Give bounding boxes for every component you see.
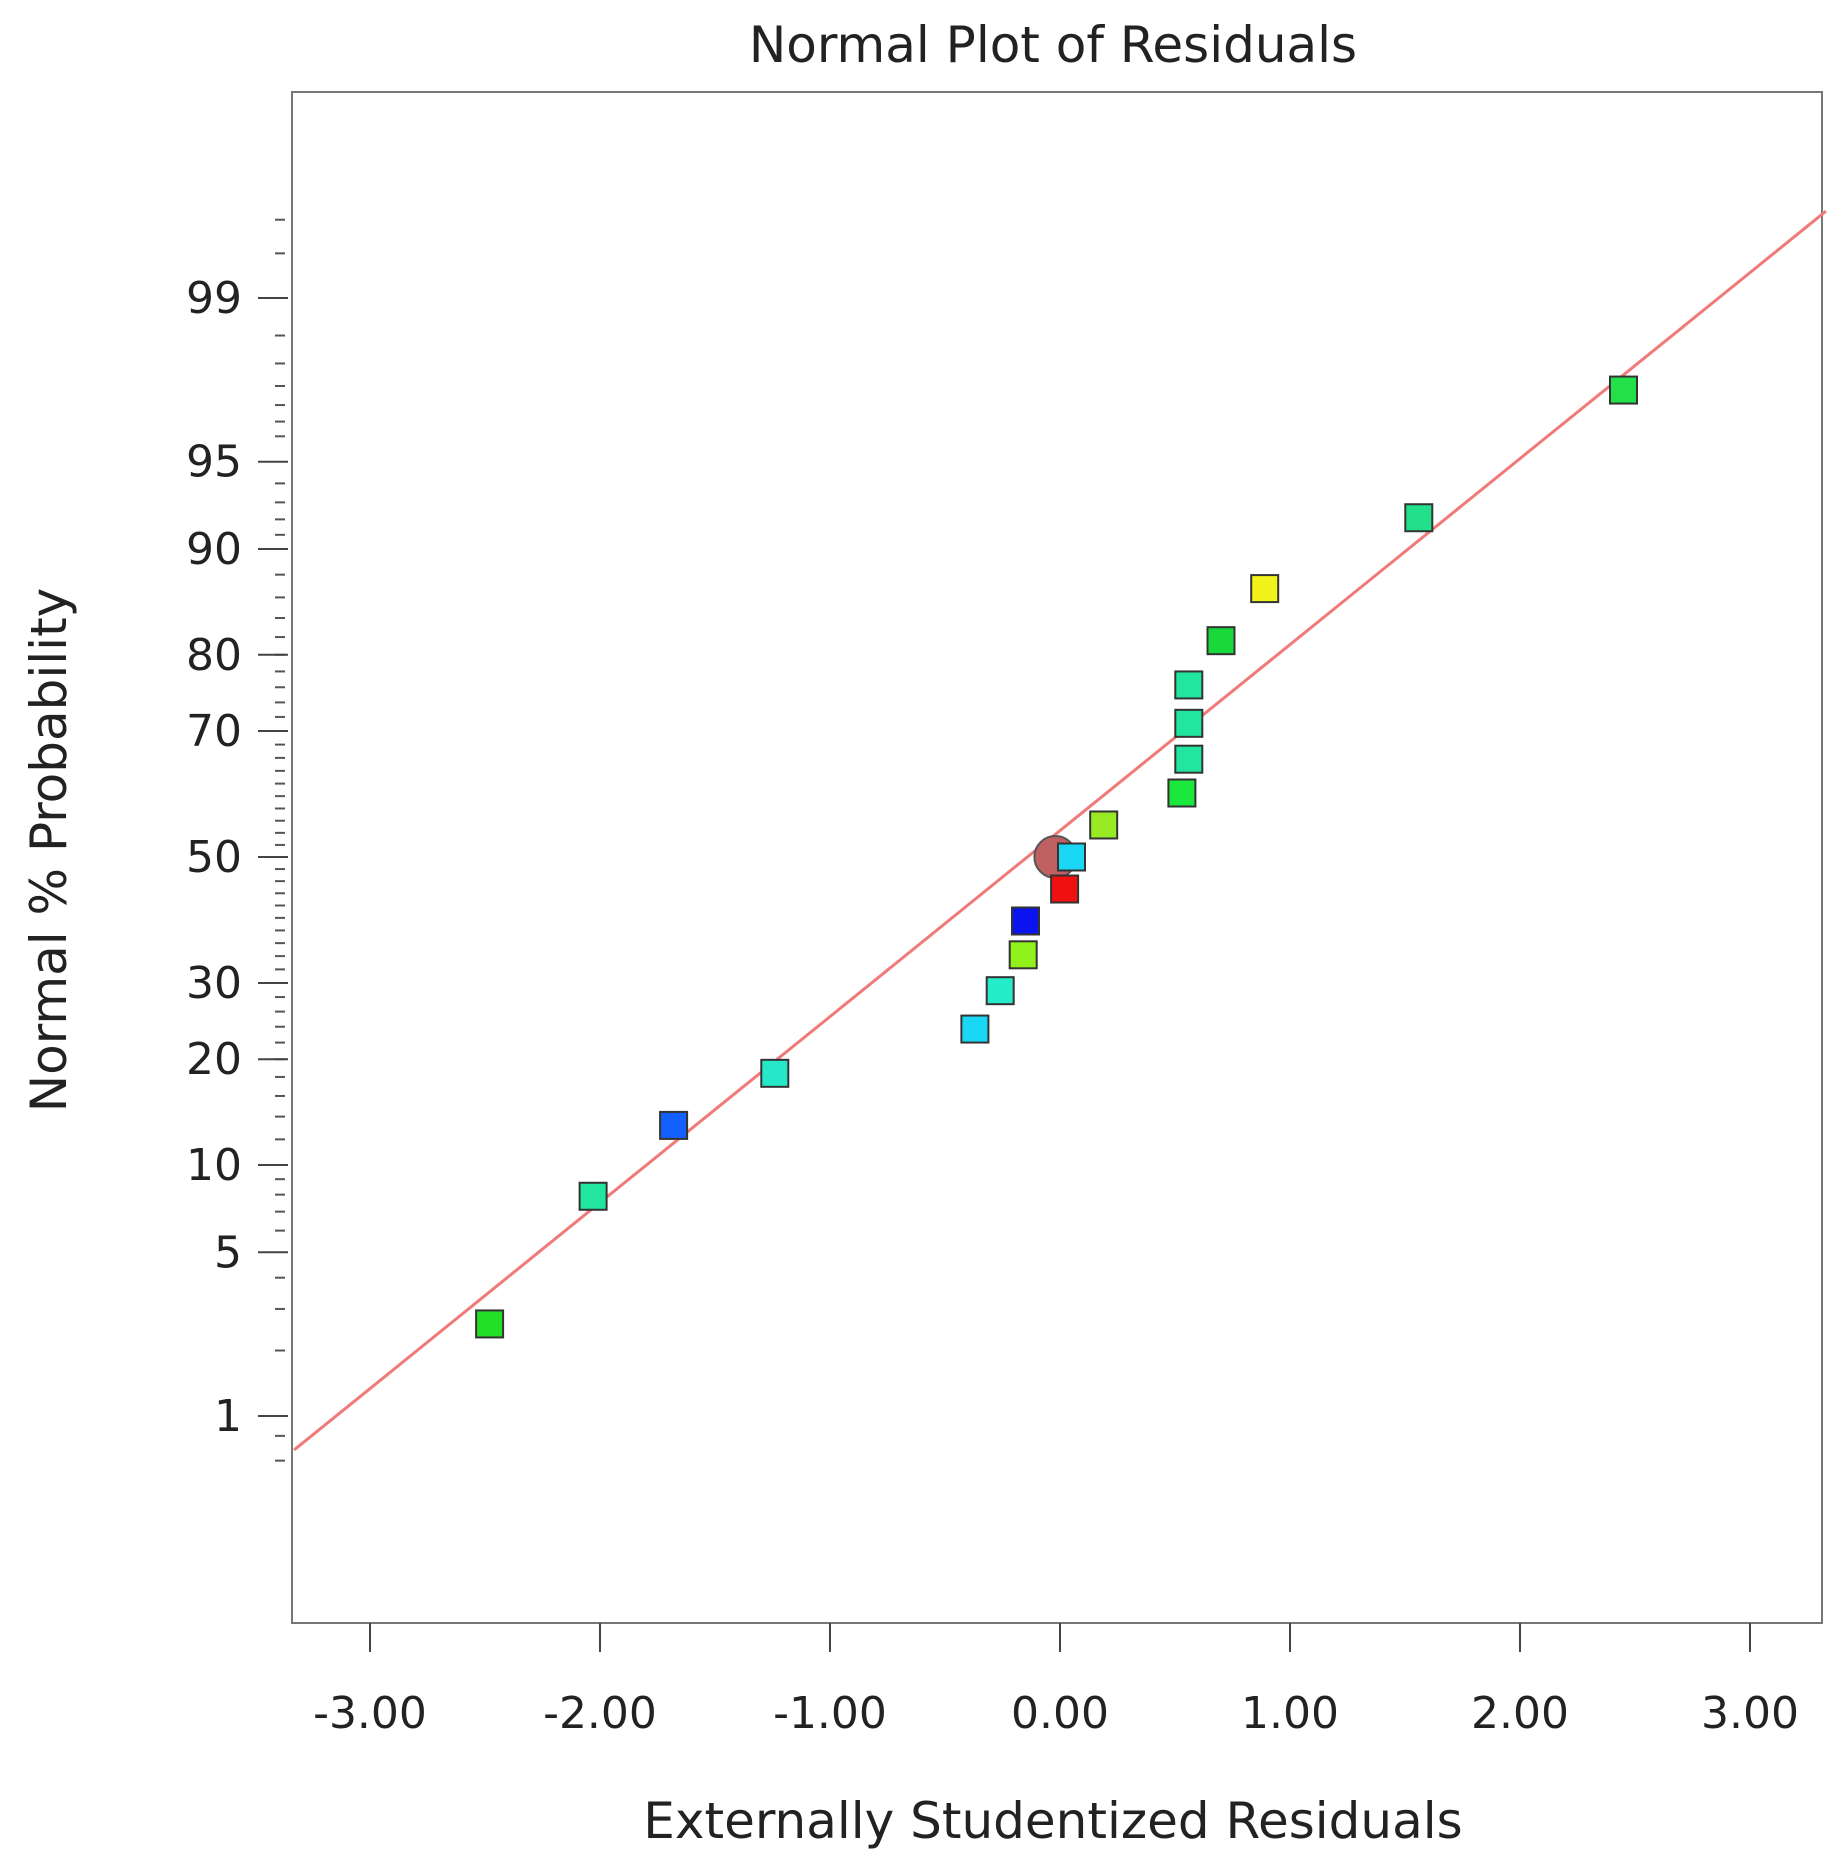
y-axis-ticks: 1 5 10 20 30 50 70 80 90 95 99 [186,273,288,1442]
residual-point [659,1110,689,1140]
x-axis-label: Externally Studentized Residuals [643,1792,1462,1850]
x-tick-label: 2.00 [1471,1688,1569,1739]
y-tick-label: 30 [186,958,242,1009]
residual-point [1609,375,1638,405]
y-tick-label: 90 [186,524,242,575]
y-tick-label: 10 [186,1140,242,1191]
y-tick-label: 99 [186,273,242,324]
y-minor-ticks [275,218,285,1462]
residual-point [475,1309,505,1339]
residual-point [1089,810,1119,840]
reference-line [293,210,1827,1452]
residual-point [985,976,1015,1006]
chart-title: Normal Plot of Residuals [749,16,1357,74]
residual-point [1250,574,1280,604]
x-axis-ticks: -3.00 -2.00 -1.00 0.00 1.00 2.00 3.00 [313,1623,1799,1739]
y-tick-label: 20 [186,1034,242,1085]
y-axis-label: Normal % Probability [20,588,78,1113]
y-tick-label: 5 [214,1227,242,1278]
residual-point [1174,670,1204,700]
residual-point [1174,744,1204,774]
x-tick-label: -1.00 [773,1688,887,1739]
y-tick-label: 1 [214,1391,242,1442]
y-tick-label: 50 [186,832,242,883]
residual-point [760,1058,790,1088]
residual-point [1011,906,1040,936]
residual-point [1057,842,1086,872]
y-tick-label: 95 [186,437,242,488]
residual-point [578,1181,608,1211]
residual-point [1404,503,1434,533]
y-tick-label: 70 [186,706,242,757]
residual-point [1174,708,1204,738]
x-tick-label: 1.00 [1241,1688,1339,1739]
x-tick-label: 3.00 [1701,1688,1799,1739]
residual-point [1167,778,1197,808]
residual-point [1008,940,1038,970]
x-tick-label: -2.00 [543,1688,657,1739]
residual-point [1206,626,1236,656]
residual-point [1050,874,1080,904]
x-tick-label: 0.00 [1011,1688,1109,1739]
residual-point [960,1014,990,1044]
residual-points [475,375,1638,1339]
y-tick-label: 80 [186,630,242,681]
x-tick-label: -3.00 [313,1688,427,1739]
